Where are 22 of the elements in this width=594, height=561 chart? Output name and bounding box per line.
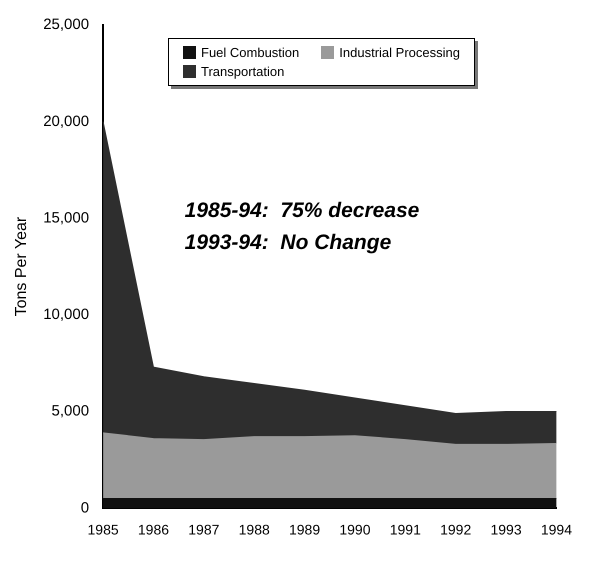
legend-label: Fuel Combustion	[201, 45, 300, 60]
y-tick-label: 20,000	[43, 112, 90, 130]
x-tick-label: 1986	[138, 521, 170, 538]
annotation: 1985-94: 75% decrease	[184, 198, 420, 222]
y-tick-label: 0	[80, 499, 90, 516]
y-tick-label: 10,000	[43, 306, 90, 324]
annotation: 1993-94: No Change	[184, 230, 392, 254]
x-tick-label: 1992	[440, 521, 472, 538]
y-tick-label: 5,000	[52, 402, 90, 420]
y-axis-title: Tons Per Year	[13, 216, 30, 316]
x-tick-label: 1991	[390, 521, 422, 538]
x-tick-label: 1989	[288, 521, 320, 538]
x-tick-label: 1985	[88, 521, 119, 538]
legend-label: Industrial Processing	[339, 45, 460, 60]
legend-label: Transportation	[201, 64, 284, 79]
x-tick-label: 1987	[188, 521, 220, 538]
x-tick-label: 1994	[540, 521, 572, 538]
y-tick-label: 15,000	[43, 209, 90, 226]
x-tick-label: 1988	[238, 521, 270, 538]
y-tick-label: 25,000	[43, 16, 90, 34]
x-tick-label: 1993	[490, 521, 522, 538]
x-tick-label: 1990	[339, 521, 371, 538]
